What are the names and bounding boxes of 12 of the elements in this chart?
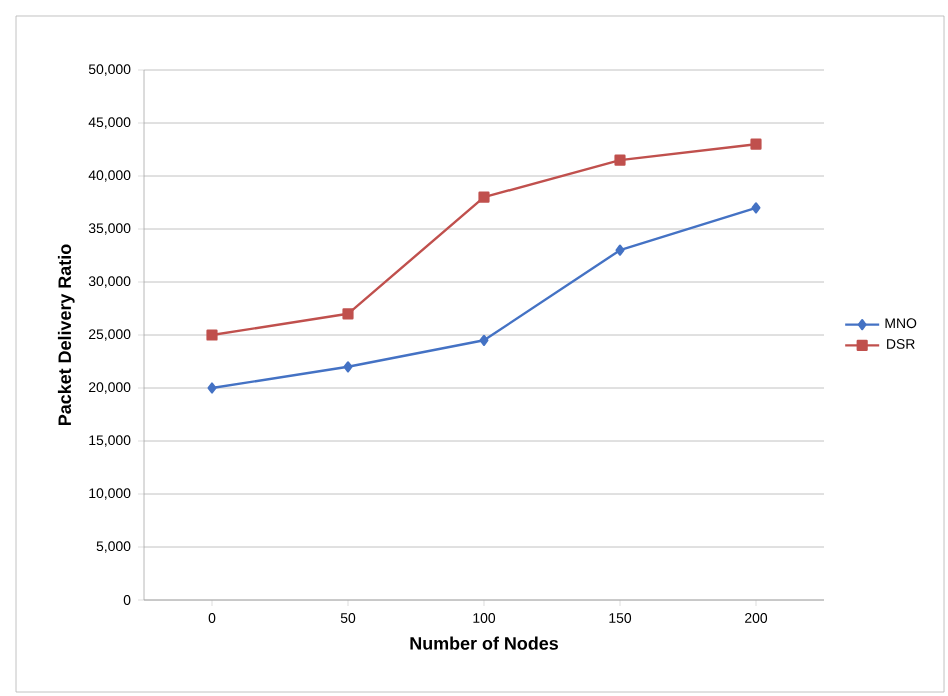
- x-axis-title: Number of Nodes: [410, 636, 558, 650]
- point: [478, 191, 490, 203]
- point: [751, 202, 761, 214]
- point: [207, 382, 217, 394]
- point: [206, 329, 218, 341]
- y-axis-title: Packet Delivery Ratio: [57, 244, 75, 426]
- point: [614, 154, 626, 166]
- point: [342, 308, 354, 320]
- point: [615, 244, 625, 256]
- point: [750, 138, 762, 150]
- point: [479, 334, 489, 346]
- point: [343, 361, 353, 373]
